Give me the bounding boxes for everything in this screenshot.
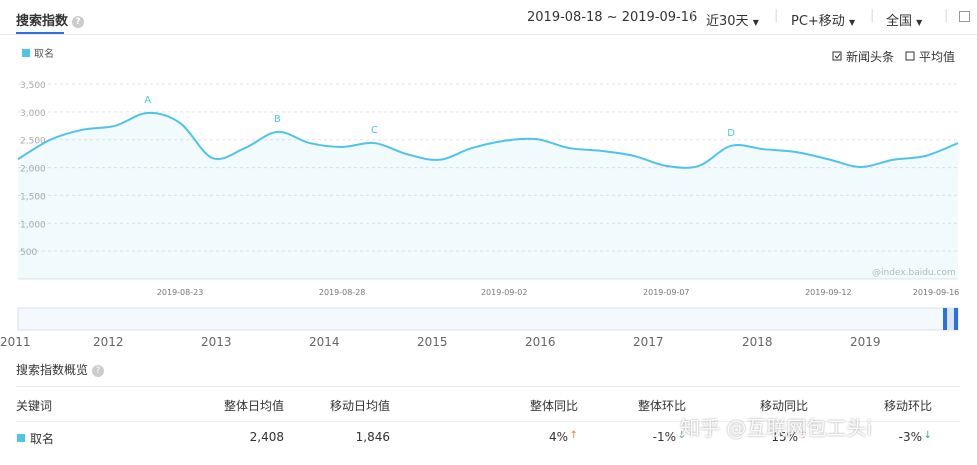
sep: | (690, 8, 695, 23)
checkbox[interactable] (905, 51, 915, 61)
table-header: 整体同比 (529, 399, 578, 413)
tab[interactable]: 搜索指数? (16, 10, 85, 29)
divider (16, 421, 960, 422)
trend-arrow: ↓ (677, 430, 686, 441)
table-cell: 2,408 (249, 430, 284, 444)
trend-arrow: ↓ (923, 430, 932, 441)
date-range[interactable]: 2019-08-18 ~ 2019-09-16 (527, 10, 698, 25)
overview-title-text: 搜索指数概览 (16, 363, 89, 377)
y-tick-label: 500 (20, 248, 37, 258)
x-tick-label: 2019-09-16 (913, 288, 960, 297)
y-tick-label: 2,500 (20, 137, 46, 147)
period[interactable]: 近30天 (706, 14, 749, 29)
sep: | (774, 8, 779, 23)
region-select[interactable]: 全国 ▼ (886, 14, 923, 29)
period-select[interactable]: 近30天 ▼ (706, 14, 759, 29)
x-tick-label: 2019-08-23 (157, 288, 204, 297)
chart: 取名 新闻头条 平均值 @index.baidu.com 500 1,000 1,5… (0, 47, 960, 349)
range-year: 2018 (742, 335, 773, 349)
table-header: 整体日均值 (223, 399, 284, 413)
y-tick-label: 2,000 (20, 165, 46, 175)
sep: | (870, 8, 875, 23)
area (18, 112, 958, 279)
range-year: 2013 (201, 335, 232, 349)
table-cell: -3% (898, 430, 922, 444)
annotation: D (727, 128, 735, 139)
table-cell: 15% (771, 430, 798, 444)
y-tick-label: 1,500 (20, 192, 46, 202)
y-tick-label: 3,000 (20, 109, 46, 119)
range-year: 2016 (525, 335, 556, 349)
region[interactable]: 全国 (886, 14, 913, 29)
range-year: 2017 (633, 335, 664, 349)
x-tick-label: 2019-08-28 (319, 288, 366, 297)
table-header: 移动环比 (883, 399, 932, 413)
y-tick-label: 3,500 (20, 81, 46, 91)
divider (0, 34, 977, 35)
line (17, 111, 959, 169)
option-average[interactable]: 平均值 (919, 49, 955, 64)
range-handle[interactable] (954, 308, 958, 330)
legend-label[interactable]: 取名 (34, 47, 54, 60)
tab-title[interactable]: 搜索指数 (16, 14, 69, 29)
trend-arrow: ↑ (569, 430, 578, 441)
table-cell: 取名 (30, 432, 55, 446)
table-cell: 1,846 (355, 430, 390, 444)
legend-swatch (22, 49, 30, 57)
annotation: A (144, 95, 151, 106)
annotation: B (274, 114, 281, 125)
range-year: 2012 (93, 335, 124, 349)
trend-arrow: ↑ (799, 430, 808, 441)
keyword-swatch (17, 434, 25, 442)
range-slider[interactable] (17, 307, 959, 331)
range-year: 2019 (850, 335, 881, 349)
table-cell: -1% (652, 430, 676, 444)
range-year: 2015 (417, 335, 448, 349)
y-tick-label: 1,000 (20, 220, 46, 230)
watermark: @index.baidu.com (872, 268, 956, 278)
table-cell: 4% (548, 430, 568, 444)
x-tick-label: 2019-09-07 (643, 288, 690, 297)
table-header: 关键词 (16, 399, 53, 413)
watermark: 知乎 @互联网包工头i (680, 416, 872, 440)
range-handle[interactable] (943, 308, 947, 330)
range-year: 2014 (309, 335, 340, 349)
check (834, 53, 841, 59)
help-icon[interactable]: ? (92, 365, 105, 377)
option-news[interactable]: 新闻头条 (846, 49, 894, 64)
table-header: 移动日均值 (329, 399, 390, 413)
overview-title: 搜索指数概览? (16, 361, 105, 378)
table-header: 移动同比 (759, 399, 808, 413)
x-tick-label: 2019-09-12 (805, 288, 852, 297)
sep: | (944, 8, 949, 23)
help-icon[interactable]: ? (72, 16, 85, 28)
x-tick-label: 2019-09-02 (481, 288, 528, 297)
checkbox[interactable] (832, 51, 842, 61)
device[interactable]: PC+移动 (791, 14, 845, 29)
annotation: C (371, 125, 378, 136)
divider (16, 386, 960, 387)
table-header: 整体环比 (637, 399, 686, 413)
device-select[interactable]: PC+移动 ▼ (791, 14, 856, 29)
export-icon[interactable] (959, 11, 970, 22)
range-year: 2011 (0, 335, 31, 349)
tab-underline (16, 32, 64, 34)
